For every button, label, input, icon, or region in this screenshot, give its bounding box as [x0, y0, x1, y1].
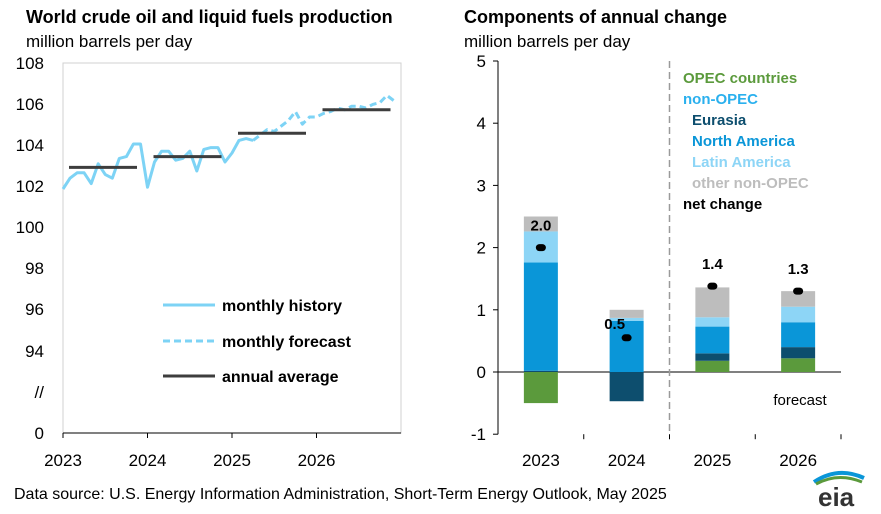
net-change-label: 1.4 — [702, 256, 724, 273]
bar-segment — [523, 372, 558, 404]
bar-segment — [781, 347, 816, 359]
annual-change-bar-chart: 5 4 3 2 1 0 -1 2023 2024 2025 2026 forecast 2.0 0.5 1.… — [471, 52, 842, 470]
bar-segment — [781, 306, 816, 323]
x-tick-label: 2025 — [213, 451, 251, 470]
bar-segment — [523, 262, 558, 371]
legend-entry: non-OPEC — [683, 91, 758, 108]
right-chart-title: Components of annual change — [464, 7, 728, 27]
x-tick-label: 2023 — [522, 451, 560, 470]
y-tick-label: 0 — [477, 363, 486, 382]
y-tick-label: // — [35, 383, 45, 402]
forecast-label: forecast — [773, 392, 827, 409]
bar-segment — [781, 322, 816, 348]
y-tick-label: 4 — [477, 114, 486, 133]
net-change-label: 1.3 — [788, 261, 809, 278]
x-tick-label: 2024 — [129, 451, 167, 470]
svg-text:eia: eia — [818, 482, 855, 510]
left-chart-subtitle: million barrels per day — [26, 32, 193, 51]
monthly-history-line — [61, 137, 254, 190]
left-chart-title: World crude oil and liquid fuels product… — [26, 7, 393, 27]
bar-segment — [695, 326, 730, 354]
legend-entry: other non-OPEC — [692, 175, 809, 192]
y-tick-label: 5 — [477, 52, 486, 71]
bar-segment — [609, 372, 644, 402]
y-tick-label: 104 — [16, 136, 44, 155]
legend-label: monthly history — [222, 298, 342, 315]
x-tick-label: 2025 — [693, 451, 731, 470]
eia-logo: eia — [812, 470, 865, 510]
legend-entry: Eurasia — [692, 112, 747, 129]
net-change-marker — [621, 334, 632, 342]
y-tick-label: 94 — [25, 342, 44, 361]
x-tick-label: 2024 — [608, 451, 646, 470]
net-change-label: 0.5 — [604, 316, 625, 333]
bar-segment — [695, 353, 730, 361]
y-tick-label: 2 — [477, 239, 486, 258]
legend-entry: North America — [692, 133, 795, 150]
y-tick-label: 108 — [16, 54, 44, 73]
net-change-marker — [707, 282, 718, 290]
y-tick-label: 1 — [477, 301, 486, 320]
bar-segment — [695, 317, 730, 327]
x-tick-label: 2023 — [44, 451, 82, 470]
bar-segment — [695, 287, 730, 318]
y-tick-label: 102 — [16, 177, 44, 196]
net-change-label: 2.0 — [530, 218, 551, 235]
y-tick-label: 96 — [25, 300, 44, 319]
bar-segment — [523, 370, 558, 372]
net-change-marker — [535, 244, 546, 252]
x-tick-label: 2026 — [779, 451, 817, 470]
y-tick-label: 100 — [16, 218, 44, 237]
bar-segment — [609, 317, 644, 321]
legend-entry: OPEC countries — [683, 70, 797, 87]
x-tick-label: 2026 — [298, 451, 336, 470]
bar-segment — [781, 291, 816, 307]
y-tick-label: 106 — [16, 95, 44, 114]
bar-segment — [609, 309, 644, 318]
legend-entry: Latin America — [692, 154, 791, 171]
legend-label: annual average — [222, 369, 339, 386]
y-tick-label: 98 — [25, 259, 44, 278]
bar-segment — [781, 358, 816, 372]
y-tick-label: -1 — [471, 425, 486, 444]
legend-entry: net change — [683, 196, 762, 213]
footer-source: Data source: U.S. Energy Information Adm… — [14, 486, 667, 503]
bar-segment — [523, 216, 558, 232]
bar-segment — [695, 360, 730, 372]
y-tick-label: 0 — [35, 424, 44, 443]
bar-segment — [609, 320, 644, 372]
y-tick-label: 3 — [477, 176, 486, 195]
net-change-marker — [793, 287, 804, 295]
legend-label: monthly forecast — [222, 334, 352, 351]
right-chart-subtitle: million barrels per day — [464, 32, 631, 51]
monthly-forecast-line — [252, 93, 395, 142]
